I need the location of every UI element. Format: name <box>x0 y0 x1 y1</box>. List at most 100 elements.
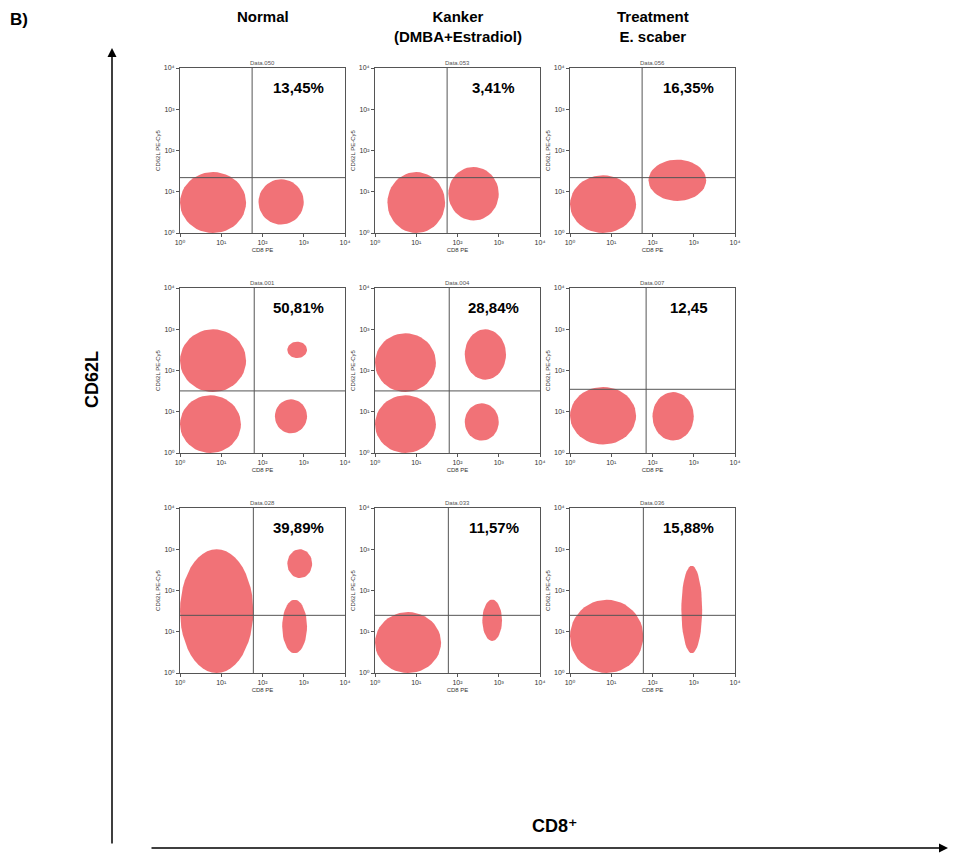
svg-text:10¹: 10¹ <box>359 188 370 195</box>
svg-text:15,88%: 15,88% <box>663 519 714 536</box>
svg-text:10⁰: 10⁰ <box>554 449 565 456</box>
svg-text:10²: 10² <box>647 679 658 686</box>
svg-text:B): B) <box>10 10 28 29</box>
svg-text:10⁰: 10⁰ <box>370 679 381 686</box>
svg-text:10¹: 10¹ <box>606 239 617 246</box>
svg-text:10²: 10² <box>647 459 658 466</box>
svg-text:CD62L PE-Cy5: CD62L PE-Cy5 <box>545 569 551 610</box>
svg-text:10⁴: 10⁴ <box>359 504 370 511</box>
svg-text:10⁰: 10⁰ <box>554 669 565 676</box>
svg-text:39,89%: 39,89% <box>273 519 324 536</box>
svg-text:10³: 10³ <box>359 106 370 113</box>
svg-text:10⁴: 10⁴ <box>340 679 351 686</box>
svg-text:10²: 10² <box>257 679 268 686</box>
svg-text:Kanker(DMBA+Estradiol): Kanker(DMBA+Estradiol) <box>394 8 522 45</box>
svg-text:10⁴: 10⁴ <box>730 239 741 246</box>
svg-text:10⁴: 10⁴ <box>535 459 546 466</box>
svg-text:10³: 10³ <box>554 106 565 113</box>
svg-text:CD62L PE-Cy5: CD62L PE-Cy5 <box>545 349 551 390</box>
svg-text:10¹: 10¹ <box>554 408 565 415</box>
svg-text:10⁰: 10⁰ <box>164 669 175 676</box>
svg-text:10⁰: 10⁰ <box>175 459 186 466</box>
svg-text:10²: 10² <box>452 679 463 686</box>
svg-text:Normal: Normal <box>237 8 289 25</box>
svg-text:Data.001: Data.001 <box>250 280 275 286</box>
svg-text:10³: 10³ <box>554 326 565 333</box>
svg-text:10⁴: 10⁴ <box>164 64 175 71</box>
svg-text:CD8 PE: CD8 PE <box>642 247 664 253</box>
svg-text:10³: 10³ <box>689 679 700 686</box>
svg-text:Data.028: Data.028 <box>250 500 275 506</box>
svg-text:CD62L PE-Cy5: CD62L PE-Cy5 <box>155 129 161 170</box>
svg-text:10²: 10² <box>359 147 370 154</box>
svg-text:Data.036: Data.036 <box>640 500 665 506</box>
svg-text:CD8 PE: CD8 PE <box>642 687 664 693</box>
svg-text:10³: 10³ <box>164 106 175 113</box>
svg-text:10²: 10² <box>257 239 268 246</box>
svg-text:13,45%: 13,45% <box>273 79 324 96</box>
svg-text:Data.053: Data.053 <box>445 60 470 66</box>
svg-text:CD62L: CD62L <box>82 351 102 408</box>
svg-text:10³: 10³ <box>299 239 310 246</box>
svg-text:10²: 10² <box>257 459 268 466</box>
svg-text:10¹: 10¹ <box>164 408 175 415</box>
svg-text:CD62L PE-Cy5: CD62L PE-Cy5 <box>350 129 356 170</box>
svg-text:10²: 10² <box>647 239 658 246</box>
svg-text:10¹: 10¹ <box>606 459 617 466</box>
svg-text:10⁰: 10⁰ <box>554 229 565 236</box>
svg-text:10¹: 10¹ <box>216 239 227 246</box>
svg-text:Data.050: Data.050 <box>250 60 275 66</box>
svg-text:CD62L PE-Cy5: CD62L PE-Cy5 <box>545 129 551 170</box>
svg-text:10⁴: 10⁴ <box>535 239 546 246</box>
svg-text:CD8 PE: CD8 PE <box>447 247 469 253</box>
svg-text:CD8 PE: CD8 PE <box>447 687 469 693</box>
svg-text:10⁴: 10⁴ <box>359 64 370 71</box>
svg-text:50,81%: 50,81% <box>273 299 324 316</box>
svg-text:CD62L PE-Cy5: CD62L PE-Cy5 <box>155 349 161 390</box>
svg-text:10⁰: 10⁰ <box>175 239 186 246</box>
svg-text:10³: 10³ <box>689 239 700 246</box>
svg-text:10²: 10² <box>452 239 463 246</box>
svg-text:10³: 10³ <box>359 326 370 333</box>
svg-text:10³: 10³ <box>494 239 505 246</box>
svg-text:10²: 10² <box>359 587 370 594</box>
svg-text:16,35%: 16,35% <box>663 79 714 96</box>
svg-text:10¹: 10¹ <box>216 679 227 686</box>
svg-text:10⁰: 10⁰ <box>164 449 175 456</box>
svg-text:10⁰: 10⁰ <box>164 229 175 236</box>
svg-text:10⁰: 10⁰ <box>565 679 576 686</box>
svg-text:10²: 10² <box>164 147 175 154</box>
svg-text:10¹: 10¹ <box>216 459 227 466</box>
svg-text:10⁴: 10⁴ <box>554 64 565 71</box>
svg-text:10⁴: 10⁴ <box>340 239 351 246</box>
svg-text:CD8 PE: CD8 PE <box>252 247 274 253</box>
svg-text:10⁰: 10⁰ <box>359 669 370 676</box>
svg-text:10³: 10³ <box>164 326 175 333</box>
svg-text:10⁴: 10⁴ <box>535 679 546 686</box>
svg-text:10⁴: 10⁴ <box>730 459 741 466</box>
svg-text:10⁴: 10⁴ <box>359 284 370 291</box>
svg-text:3,41%: 3,41% <box>472 79 515 96</box>
svg-text:10⁴: 10⁴ <box>340 459 351 466</box>
svg-text:10²: 10² <box>164 367 175 374</box>
svg-text:10⁰: 10⁰ <box>175 679 186 686</box>
svg-text:12,45: 12,45 <box>670 299 708 316</box>
svg-text:10³: 10³ <box>689 459 700 466</box>
svg-text:10⁴: 10⁴ <box>164 284 175 291</box>
svg-text:TreatmentE. scaber: TreatmentE. scaber <box>617 8 689 45</box>
svg-text:CD8 PE: CD8 PE <box>447 467 469 473</box>
svg-text:10²: 10² <box>359 367 370 374</box>
svg-text:10³: 10³ <box>554 546 565 553</box>
svg-text:CD62L PE-Cy5: CD62L PE-Cy5 <box>155 569 161 610</box>
svg-text:10⁰: 10⁰ <box>370 239 381 246</box>
svg-text:10²: 10² <box>452 459 463 466</box>
svg-text:CD8 PE: CD8 PE <box>252 687 274 693</box>
svg-text:10¹: 10¹ <box>164 188 175 195</box>
svg-text:CD8⁺: CD8⁺ <box>532 816 578 836</box>
svg-text:CD8 PE: CD8 PE <box>252 467 274 473</box>
svg-text:10³: 10³ <box>299 459 310 466</box>
svg-text:10¹: 10¹ <box>411 239 422 246</box>
svg-text:10³: 10³ <box>494 679 505 686</box>
svg-text:10¹: 10¹ <box>164 628 175 635</box>
svg-text:CD8 PE: CD8 PE <box>642 467 664 473</box>
